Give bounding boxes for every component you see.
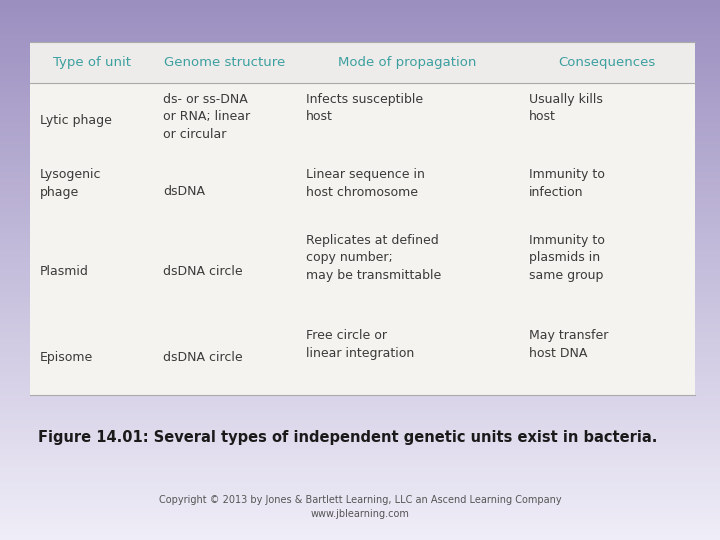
Text: Usually kills
host: Usually kills host [528, 92, 603, 123]
Text: dsDNA circle: dsDNA circle [163, 350, 243, 363]
Text: Lytic phage: Lytic phage [40, 114, 112, 127]
Bar [30, 42, 695, 395]
Text: Type of unit: Type of unit [53, 56, 130, 69]
Text: Immunity to
plasmids in
same group: Immunity to plasmids in same group [528, 234, 605, 282]
Text: Plasmid: Plasmid [40, 265, 89, 278]
Text: dsDNA: dsDNA [163, 185, 205, 198]
Text: Genome structure: Genome structure [164, 56, 285, 69]
Text: Replicates at defined
copy number;
may be transmittable: Replicates at defined copy number; may b… [306, 234, 441, 282]
Text: Consequences: Consequences [558, 56, 655, 69]
Text: May transfer
host DNA: May transfer host DNA [528, 329, 608, 360]
Text: Immunity to
infection: Immunity to infection [528, 168, 605, 199]
Text: Free circle or
linear integration: Free circle or linear integration [306, 329, 414, 360]
Text: Figure 14.01: Several types of independent genetic units exist in bacteria.: Figure 14.01: Several types of independe… [38, 430, 657, 445]
Text: Linear sequence in
host chromosome: Linear sequence in host chromosome [306, 168, 425, 199]
Text: Infects susceptible
host: Infects susceptible host [306, 92, 423, 123]
Text: Mode of propagation: Mode of propagation [338, 56, 477, 69]
Text: Episome: Episome [40, 350, 94, 363]
Text: dsDNA circle: dsDNA circle [163, 265, 243, 278]
Text: ds- or ss-DNA
or RNA; linear
or circular: ds- or ss-DNA or RNA; linear or circular [163, 92, 250, 140]
Text: Copyright © 2013 by Jones & Bartlett Learning, LLC an Ascend Learning Company
ww: Copyright © 2013 by Jones & Bartlett Lea… [158, 495, 562, 519]
Text: Lysogenic
phage: Lysogenic phage [40, 168, 102, 199]
Bar [30, 42, 695, 83]
